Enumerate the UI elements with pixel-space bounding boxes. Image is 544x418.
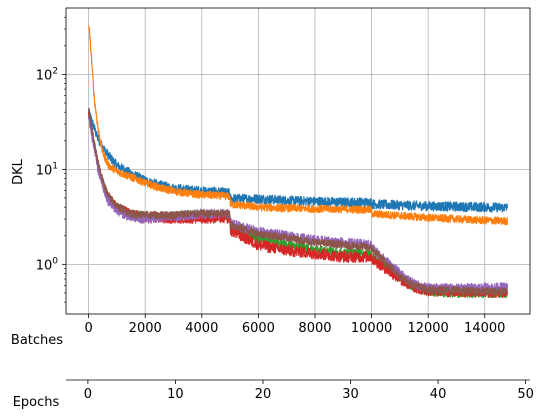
secondary-x-axis-label: Epochs xyxy=(13,395,60,410)
secondary-x-tick-label: 40 xyxy=(430,387,447,402)
y-tick-label: 100 xyxy=(36,256,59,273)
x-tick-label: 12000 xyxy=(407,321,448,336)
secondary-x-tick-label: 30 xyxy=(342,387,359,402)
x-tick-label: 14000 xyxy=(464,321,505,336)
x-tick-label: 0 xyxy=(84,321,92,336)
series-2 xyxy=(88,25,508,226)
series-line xyxy=(88,107,508,296)
y-tick-label: 101 xyxy=(36,161,58,178)
y-tick-label: 102 xyxy=(36,66,58,83)
x-tick-label: 8000 xyxy=(298,321,331,336)
series-group xyxy=(88,25,508,299)
x-tick-label: 10000 xyxy=(351,321,392,336)
x-tick-label: 6000 xyxy=(242,321,275,336)
y-axis-label: DKL xyxy=(11,158,26,185)
axes-group: 0 2000 4000 6000 8000 10000 12000 1400010010110… xyxy=(36,7,534,402)
secondary-x-tick-label: 20 xyxy=(255,387,272,402)
plot-frame xyxy=(65,7,531,315)
secondary-x-tick-label: 0 xyxy=(84,387,92,402)
series-line xyxy=(88,25,508,226)
grid-lines xyxy=(66,8,530,314)
series-6 xyxy=(88,107,508,296)
secondary-x-tick-label: 10 xyxy=(167,387,184,402)
secondary-x-tick-label: 50 xyxy=(517,387,534,402)
x-axis-label: Batches xyxy=(11,333,63,348)
x-tick-label: 2000 xyxy=(129,321,162,336)
x-tick-label: 4000 xyxy=(185,321,218,336)
